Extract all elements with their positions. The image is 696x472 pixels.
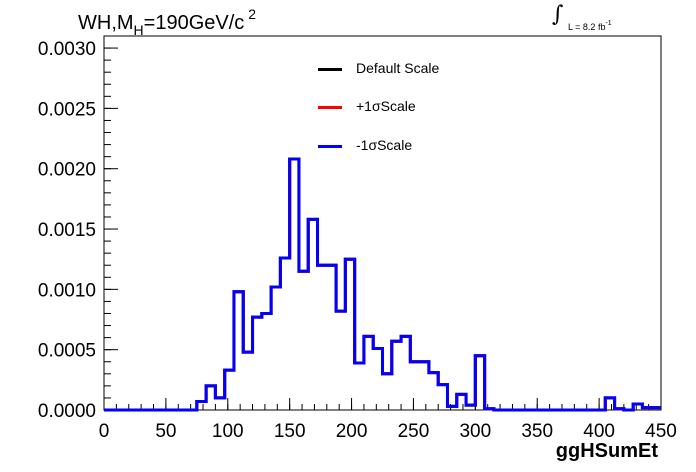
x-tick-label: 300: [459, 421, 491, 442]
legend-label-minus1sigma: -1σScale: [356, 137, 413, 153]
x-tick-label: 400: [583, 421, 615, 442]
x-tick-label: 150: [274, 421, 306, 442]
chart-title: WH,MH=190GeV/c 2: [78, 6, 256, 38]
legend-label-plus1sigma: +1σScale: [356, 98, 416, 114]
x-tick-label: 250: [398, 421, 430, 442]
integral-icon: ∫: [552, 2, 564, 27]
x-tick-label: 0: [99, 421, 110, 442]
legend-swatch-plus1sigma: [318, 106, 342, 109]
y-tick-label: 0.0015: [38, 220, 96, 241]
x-tick-label: 100: [212, 421, 244, 442]
y-tick-label: 0.0025: [38, 99, 96, 120]
y-tick-label: 0.0010: [38, 280, 96, 301]
luminosity-text: L = 8.2 fb: [568, 22, 606, 32]
luminosity-unit-sup: -1: [605, 20, 612, 27]
legend-swatch-minus1sigma: [318, 145, 342, 148]
plot-frame: [103, 35, 662, 411]
x-axis-title: ggHSumEt: [555, 440, 658, 462]
title-superscript: 2: [248, 6, 257, 22]
title-tail: =190GeV/c: [143, 12, 245, 34]
legend-label-default: Default Scale: [356, 60, 440, 76]
x-tick-label: 200: [336, 421, 368, 442]
y-tick-label: 0.0005: [38, 341, 96, 362]
title-subscript: H: [133, 22, 144, 38]
x-tick-label: 450: [645, 421, 677, 442]
x-tick-label: 50: [155, 421, 176, 442]
legend-swatch-default: [318, 68, 342, 71]
y-tick-label: 0.0020: [38, 160, 96, 181]
x-tick-label: 350: [521, 421, 553, 442]
title-main: WH,M: [78, 12, 134, 34]
histogram-series-2: [104, 157, 661, 412]
y-tick-label: 0.0000: [38, 401, 96, 422]
y-tick-label: 0.0030: [38, 39, 96, 60]
